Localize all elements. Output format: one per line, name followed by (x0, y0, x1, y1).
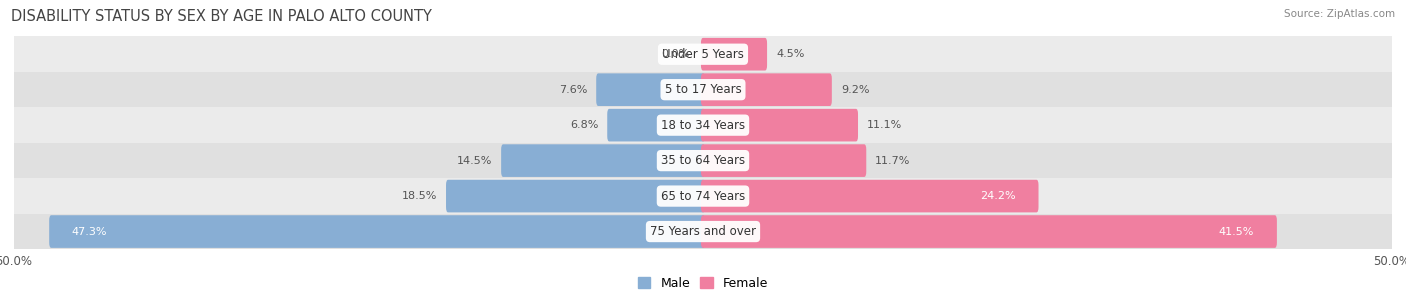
Text: 47.3%: 47.3% (72, 226, 107, 237)
Text: 24.2%: 24.2% (980, 191, 1015, 201)
FancyBboxPatch shape (501, 144, 704, 177)
Text: 14.5%: 14.5% (457, 156, 492, 166)
FancyBboxPatch shape (14, 72, 1392, 107)
Text: Under 5 Years: Under 5 Years (662, 48, 744, 61)
FancyBboxPatch shape (702, 144, 866, 177)
FancyBboxPatch shape (14, 107, 1392, 143)
Text: 41.5%: 41.5% (1219, 226, 1254, 237)
Text: 18 to 34 Years: 18 to 34 Years (661, 119, 745, 132)
FancyBboxPatch shape (446, 180, 704, 212)
Text: 11.7%: 11.7% (875, 156, 911, 166)
FancyBboxPatch shape (49, 215, 704, 248)
FancyBboxPatch shape (596, 73, 704, 106)
FancyBboxPatch shape (702, 215, 1277, 248)
Text: 0.0%: 0.0% (661, 49, 689, 59)
Text: DISABILITY STATUS BY SEX BY AGE IN PALO ALTO COUNTY: DISABILITY STATUS BY SEX BY AGE IN PALO … (11, 9, 432, 24)
FancyBboxPatch shape (702, 180, 1039, 212)
Text: Source: ZipAtlas.com: Source: ZipAtlas.com (1284, 9, 1395, 19)
Text: 4.5%: 4.5% (776, 49, 804, 59)
Text: 18.5%: 18.5% (402, 191, 437, 201)
FancyBboxPatch shape (14, 178, 1392, 214)
Text: 9.2%: 9.2% (841, 85, 869, 95)
FancyBboxPatch shape (14, 143, 1392, 178)
FancyBboxPatch shape (14, 214, 1392, 249)
Text: 35 to 64 Years: 35 to 64 Years (661, 154, 745, 167)
FancyBboxPatch shape (702, 109, 858, 141)
Text: 5 to 17 Years: 5 to 17 Years (665, 83, 741, 96)
FancyBboxPatch shape (607, 109, 704, 141)
Text: 7.6%: 7.6% (558, 85, 588, 95)
FancyBboxPatch shape (702, 38, 768, 71)
Text: 11.1%: 11.1% (868, 120, 903, 130)
Legend: Male, Female: Male, Female (638, 277, 768, 290)
FancyBboxPatch shape (702, 73, 832, 106)
Text: 75 Years and over: 75 Years and over (650, 225, 756, 238)
FancyBboxPatch shape (14, 36, 1392, 72)
Text: 6.8%: 6.8% (569, 120, 599, 130)
Text: 65 to 74 Years: 65 to 74 Years (661, 190, 745, 202)
